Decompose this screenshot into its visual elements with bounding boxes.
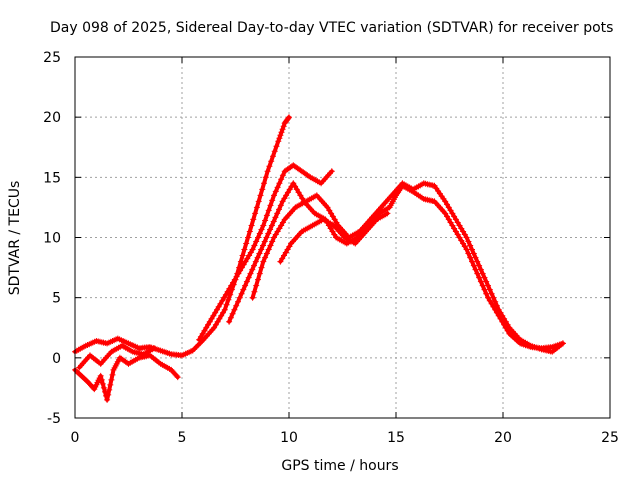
y-axis-label: SDTVAR / TECUs: [7, 181, 23, 296]
x-tick-label: 5: [178, 430, 187, 446]
y-tick-label: 0: [52, 351, 61, 367]
x-tick-label: 15: [387, 430, 405, 446]
x-tick-label: 20: [494, 430, 512, 446]
y-tick-label: -5: [47, 411, 61, 427]
y-tick-label: 20: [43, 110, 61, 126]
ticks: [74, 56, 611, 419]
series-group: [72, 114, 566, 403]
y-tick-label: 5: [52, 291, 61, 307]
chart-title: Day 098 of 2025, Sidereal Day-to-day VTE…: [50, 20, 613, 36]
y-tick-label: 25: [43, 50, 61, 66]
series-line-arc-4: [250, 181, 565, 354]
y-tick-labels: -5 0 5 10 15 20 25: [43, 50, 61, 427]
y-tick-label: 10: [43, 231, 61, 247]
x-tick-label: 25: [601, 430, 619, 446]
x-tick-label: 10: [280, 430, 298, 446]
series-markers-arc-7: [76, 342, 158, 371]
y-tick-label: 15: [43, 170, 61, 186]
x-tick-label: 0: [71, 430, 80, 446]
series-markers-arc-2: [196, 162, 335, 343]
series-markers-arc-3: [226, 180, 566, 352]
x-axis-label: GPS time / hours: [281, 458, 398, 474]
series-markers-arc-4: [249, 180, 566, 355]
x-tick-labels: 0 5 10 15 20 25: [71, 430, 619, 446]
series-markers-arc-5: [277, 210, 391, 265]
